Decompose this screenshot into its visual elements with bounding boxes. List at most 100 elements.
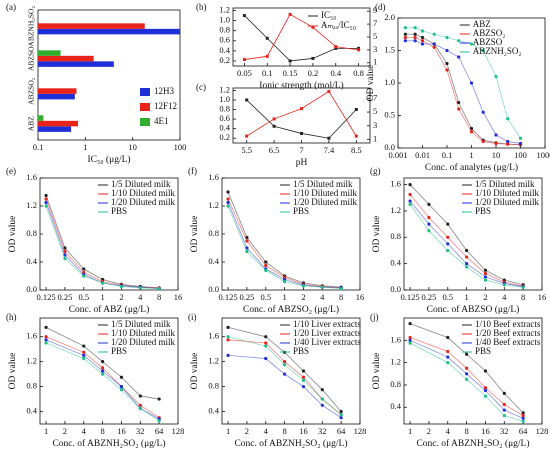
y-tick-label: 0.0 [208, 284, 219, 294]
data-point [432, 32, 436, 36]
data-point [288, 12, 292, 16]
data-point [469, 130, 474, 134]
data-point [502, 391, 506, 395]
x-tick-label: 10 [128, 142, 137, 152]
x-axis-label: Conc. of ABZSO₂ (μg/L) [243, 304, 339, 315]
data-point [320, 403, 324, 407]
legend-label: ABZNH₂SO₂ [473, 46, 522, 56]
data-point [82, 356, 86, 361]
legend-label: 1/20 Liver extracts [293, 328, 361, 338]
y-tick-label: 0.6 [219, 113, 230, 123]
x-tick-label: 4 [446, 426, 451, 436]
x-tick-label: 16 [117, 426, 126, 436]
x-tick-label: 32 [318, 426, 327, 436]
y-tick-label: 0.0 [26, 284, 37, 294]
data-point [301, 284, 306, 288]
data-point [502, 402, 506, 407]
y-tick-label: ABZNH₂SO₂ [27, 6, 36, 47]
data-point [446, 248, 450, 253]
x-axis-label: Ionic strength (mol/L) [259, 80, 343, 91]
data-point [413, 35, 417, 40]
data-point [82, 267, 86, 271]
x-tick-label: 0.001 [388, 150, 407, 160]
data-point [465, 352, 469, 356]
y-axis-label: OD value [372, 216, 382, 253]
data-point [432, 42, 436, 46]
data-point [403, 35, 407, 40]
data-point [44, 341, 48, 345]
data-point [483, 275, 488, 279]
data-point [427, 202, 431, 206]
data-point [420, 42, 425, 46]
y-tick-label: 0.2 [219, 55, 230, 65]
x-tick-label: 0.5 [78, 292, 89, 302]
data-line [45, 342, 160, 422]
legend-label: 1/10 Diluted milk [293, 188, 357, 198]
x-tick-label: 16 [481, 426, 490, 436]
data-point [119, 388, 124, 392]
data-point [82, 274, 86, 278]
data-point [334, 45, 338, 49]
legend-swatch [140, 103, 150, 111]
data-point [521, 414, 525, 418]
legend-label: 1/40 Liver extracts [293, 337, 361, 347]
data-point [157, 287, 161, 291]
data-point [226, 200, 230, 205]
data-point [403, 39, 407, 43]
y-tick-label: 0.8 [390, 379, 401, 389]
data-line [409, 342, 524, 422]
y-tick-label: 1.2 [390, 357, 401, 367]
data-point [446, 235, 450, 239]
x-tick-label: 1 [464, 292, 468, 302]
bar [38, 88, 77, 94]
legend-label: 1/20 Beef extracts [475, 328, 541, 338]
data-point [427, 215, 431, 220]
data-point [226, 335, 230, 339]
panel-label: (d) [375, 2, 386, 12]
data-point [157, 397, 161, 401]
data-point [506, 117, 510, 121]
y-tick-label: ABZ [27, 116, 36, 131]
data-point [465, 372, 469, 376]
y-tick-label: 1.2 [219, 84, 230, 94]
data-point [44, 200, 48, 205]
x-tick-label: 2 [483, 292, 487, 302]
data-point [264, 260, 268, 264]
data-point [518, 136, 523, 140]
data-point [408, 321, 412, 326]
data-point [327, 136, 331, 140]
y-tick-label: ABZSO₂ [27, 77, 36, 105]
legend-label: 1/10 Diluted milk [111, 328, 175, 338]
plot-frame [403, 317, 543, 425]
y-tick-label: 0.8 [208, 228, 219, 238]
data-point [403, 32, 407, 36]
data-line [227, 326, 342, 412]
x-tick-label: 0.01 [415, 150, 430, 160]
y-tick-label: 0.2 [219, 132, 230, 142]
x-tick-label: 0.25 [239, 292, 254, 302]
x-tick-label: 0.05 [237, 68, 252, 78]
data-point [357, 48, 361, 52]
data-point [101, 369, 105, 373]
data-point [521, 419, 525, 423]
data-point [446, 361, 450, 365]
legend-label: 1/20 Diluted milk [111, 197, 175, 207]
data-line [409, 204, 524, 288]
legend-label: 1/40 Beef extracts [475, 337, 541, 347]
data-point [420, 35, 425, 40]
y-tick-label: 0.8 [219, 103, 230, 113]
data-line [405, 40, 521, 144]
y-tick-label: 0.4 [219, 45, 230, 55]
x-tick-label: 4 [82, 426, 87, 436]
x-tick-label: 0.8 [353, 68, 364, 78]
y-tick-label: 1.0 [219, 15, 230, 25]
data-point [44, 335, 48, 339]
x-tick-label: 16 [356, 292, 365, 302]
x-tick-label: 0.1 [33, 142, 44, 152]
x-tick-label: 0.1 [442, 150, 453, 160]
legend-label: ABZ [473, 19, 491, 29]
legend-label: 1/10 Diluted milk [111, 188, 175, 198]
data-point [226, 190, 230, 194]
bar [38, 23, 145, 29]
data-point [469, 126, 474, 131]
